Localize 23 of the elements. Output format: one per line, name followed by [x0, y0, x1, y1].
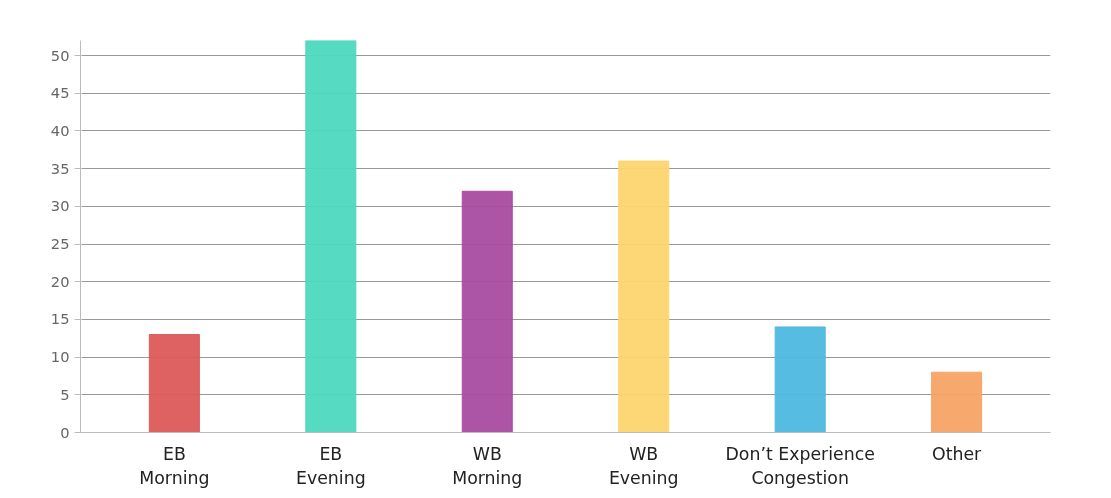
y-tick-label: 10 — [50, 348, 70, 366]
y-tick-label: 45 — [50, 84, 70, 102]
bar — [774, 326, 826, 433]
x-tick-label: WB Evening — [608, 443, 679, 488]
y-tick-label: 15 — [50, 310, 70, 328]
x-tick-label: Don’t Experience Congestion — [725, 443, 875, 488]
bar — [461, 190, 513, 433]
x-tick-label: EB Evening — [296, 443, 366, 488]
x-tick-label: Other — [932, 443, 983, 464]
y-tick-label: 0 — [60, 423, 70, 441]
bar — [931, 371, 983, 433]
x-tick-label: WB Morning — [452, 443, 523, 488]
bar — [618, 160, 670, 433]
y-tick-label: 35 — [50, 159, 70, 177]
bar — [305, 40, 357, 433]
y-tick-label: 20 — [50, 272, 70, 290]
y-tick-label: 25 — [50, 235, 70, 253]
y-tick-label: 50 — [50, 46, 70, 64]
y-tick-label: 40 — [50, 121, 70, 139]
bar — [148, 334, 200, 433]
y-tick-label: 5 — [60, 385, 70, 403]
y-tick-label: 30 — [50, 197, 70, 215]
x-tick-label: EB Morning — [139, 443, 210, 488]
